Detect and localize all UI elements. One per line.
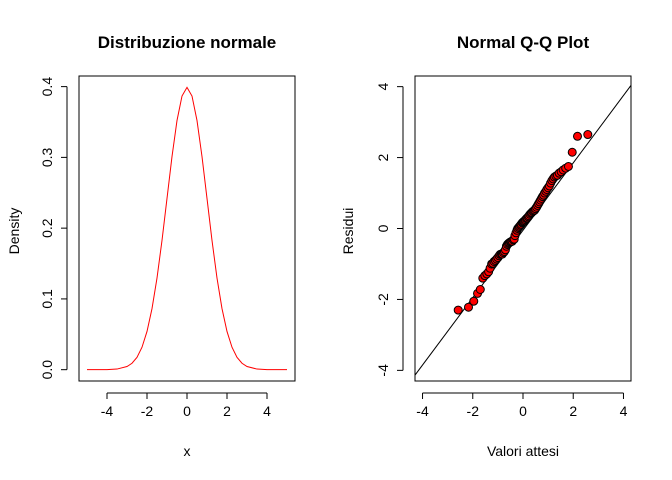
qq-x-ticks: -4 -2 0 2 4 (416, 392, 628, 419)
qq-y-tick-label: -2 (375, 293, 391, 306)
density-y-axis-label: Density (6, 208, 22, 255)
density-y-tick-label: 0.3 (39, 147, 55, 167)
qq-point (453, 305, 463, 315)
qq-point (469, 296, 479, 306)
qq-point (464, 302, 473, 312)
qq-x-tick-label: -4 (416, 403, 429, 419)
qq-x-axis-label: Valori attesi (487, 443, 559, 459)
qq-chart-title: Normal Q-Q Plot (457, 33, 590, 52)
qq-x-tick-label: 4 (620, 403, 628, 419)
qq-point (563, 161, 573, 171)
qq-plot-box (414, 75, 632, 382)
density-x-tick-label: -2 (141, 403, 154, 419)
qq-y-ticks: -4 -2 0 2 4 (375, 83, 404, 377)
density-x-tick-label: 2 (223, 403, 231, 419)
qq-x-tick-label: 2 (569, 403, 577, 419)
density-y-tick-label: 0.2 (39, 218, 55, 238)
density-x-axis-label: x (184, 443, 191, 459)
qq-x-tick-label: 0 (519, 403, 527, 419)
qq-point (583, 130, 593, 140)
qq-points (453, 130, 593, 315)
density-curve (86, 86, 288, 371)
density-x-ticks: -4 -2 0 2 4 (101, 392, 271, 419)
density-panel: Distribuzione normale -4 -2 0 2 4 0.00.10.20… (6, 33, 296, 459)
qq-y-tick-label: 2 (375, 153, 391, 161)
qq-reference-line (415, 84, 631, 376)
qq-x-tick-label: -2 (467, 403, 480, 419)
density-x-tick-label: 4 (263, 403, 271, 419)
qq-panel: Normal Q-Q Plot -4 -2 0 2 4 -4 -2 0 2 4 Valori a… (340, 33, 632, 459)
density-y-tick-label: 0.1 (39, 289, 55, 309)
density-x-tick-label: -4 (101, 403, 114, 419)
qq-y-axis-label: Residui (340, 208, 356, 255)
density-chart-title: Distribuzione normale (98, 33, 277, 52)
qq-point (567, 147, 577, 157)
density-y-tick-label: 0.0 (39, 360, 55, 380)
density-y-ticks: 0.0 0.1 0.2 0.3 0.4 (39, 77, 68, 380)
qq-y-tick-label: 4 (375, 83, 391, 91)
qq-point (475, 285, 485, 294)
qq-y-tick-label: -4 (375, 364, 391, 377)
density-y-tick-label: 0.4 (39, 77, 55, 97)
qq-point (573, 131, 582, 141)
density-plot-box (78, 75, 296, 382)
qq-y-tick-label: 0 (375, 224, 391, 232)
density-x-tick-label: 0 (183, 403, 191, 419)
